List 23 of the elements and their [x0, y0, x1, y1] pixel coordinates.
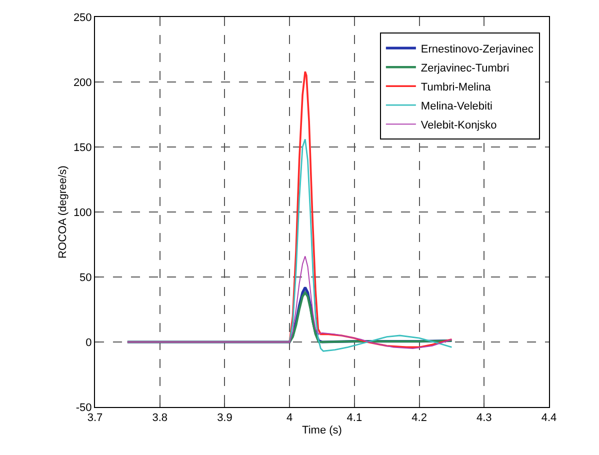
- x-tick-label: 4.3: [476, 412, 492, 424]
- y-tick-label: 250: [73, 12, 92, 24]
- legend-label: Tumbri-Melina: [420, 81, 492, 94]
- x-tick-label: 3.9: [217, 412, 232, 424]
- y-tick-label: 150: [73, 142, 92, 154]
- x-axis-title: Time (s): [302, 424, 342, 436]
- y-tick-label: -50: [76, 402, 92, 414]
- x-tick-label: 4: [286, 412, 293, 424]
- y-tick-label: 50: [80, 272, 92, 284]
- y-axis-title: ROCOA (degree/s): [57, 166, 70, 258]
- legend-label: Melina-Velebiti: [420, 100, 492, 112]
- x-tick-label: 4.2: [412, 412, 427, 424]
- y-tick-label: 0: [86, 336, 92, 349]
- y-tick-label: 200: [73, 76, 92, 89]
- x-tick-label: 3.7: [87, 412, 103, 424]
- legend-label: Zerjavinec-Tumbri: [420, 62, 510, 74]
- x-tick-label: 4.1: [346, 412, 362, 424]
- legend-label: Velebit-Konjsko: [420, 119, 497, 132]
- legend-label: Ernestinovo-Zerjavinec: [420, 43, 534, 56]
- y-tick-label: 100: [73, 206, 92, 219]
- x-tick-label: 4.4: [541, 412, 557, 424]
- x-tick-label: 3.8: [152, 412, 168, 424]
- line-series: [126, 256, 452, 349]
